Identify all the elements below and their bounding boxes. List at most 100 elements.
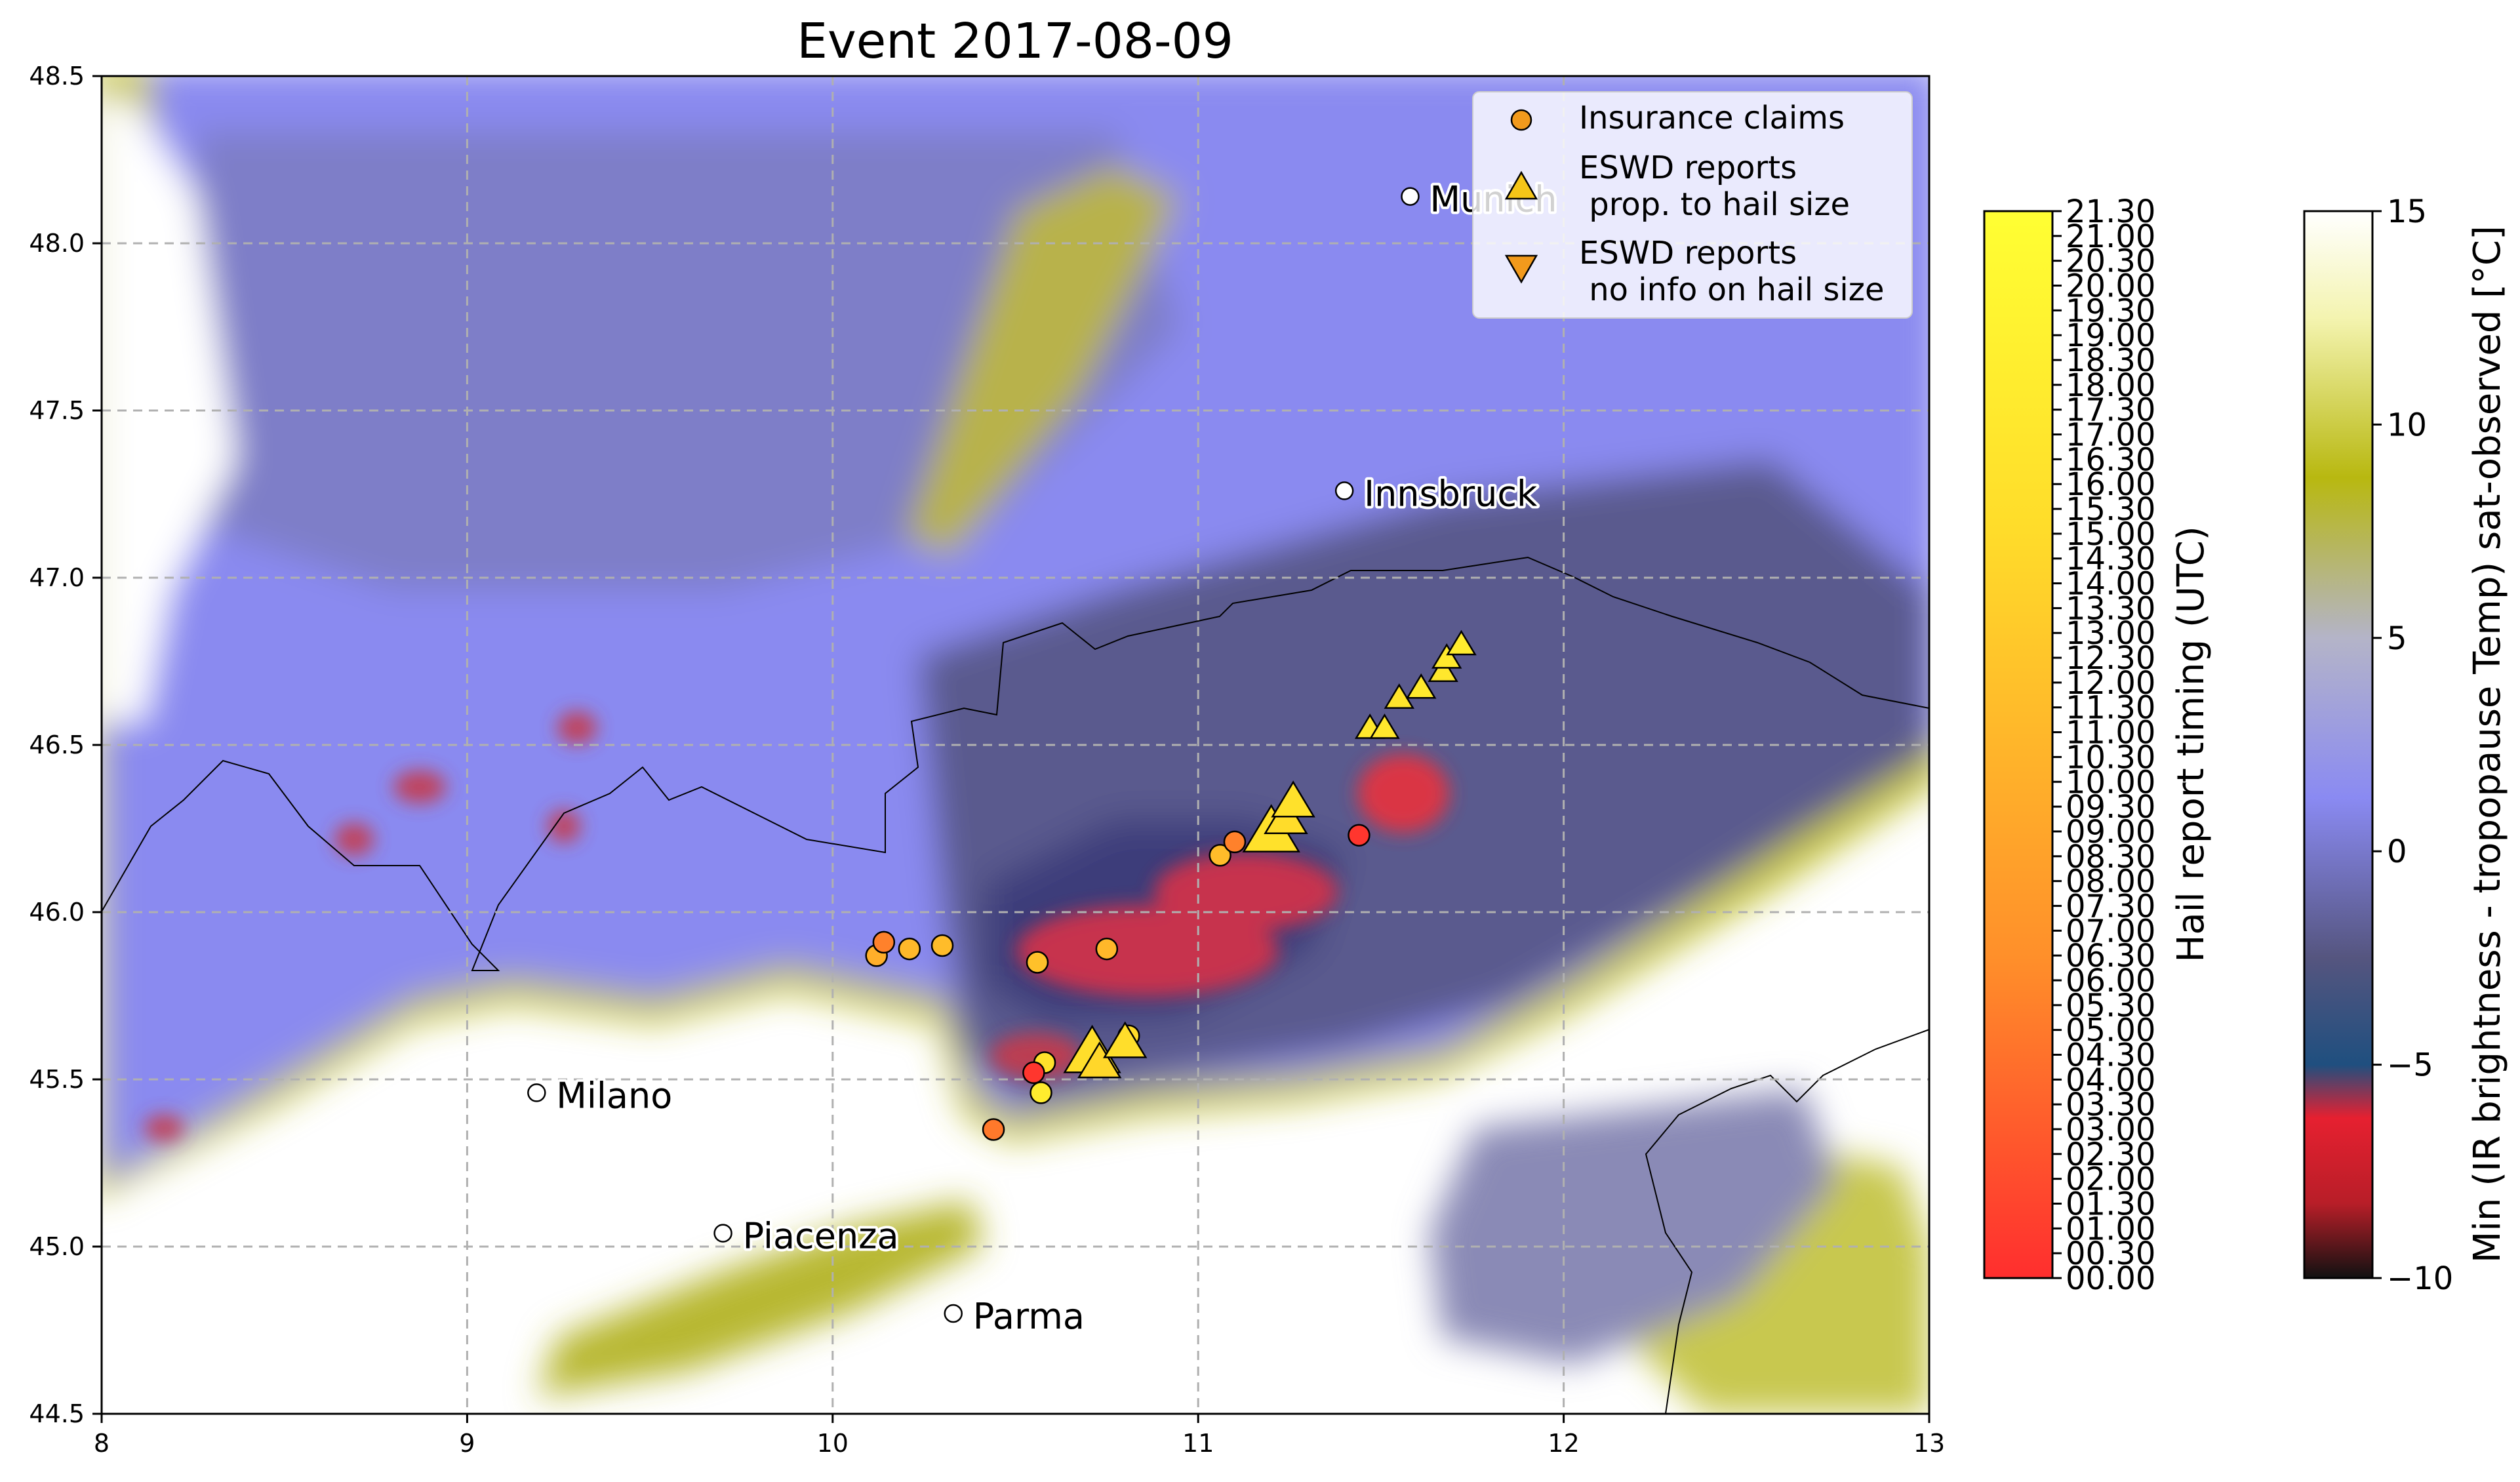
colorbar-timing-tick-label: 06.00 xyxy=(2066,963,2155,999)
colorbar-timing-frame xyxy=(1983,210,2054,1279)
colorbar-timing-tick-label: 01.00 xyxy=(2066,1211,2155,1247)
legend-triangle-down-icon xyxy=(1504,254,1538,284)
colorbar-timing-tick-label: 07.00 xyxy=(2066,913,2155,950)
city-marker xyxy=(527,1083,546,1102)
y-tick-label: 45.0 xyxy=(29,1232,85,1261)
legend-label-eswd-size: ESWD reports prop. to hail size xyxy=(1579,150,1850,223)
x-tick-label: 9 xyxy=(459,1429,475,1458)
y-tick-label: 48.5 xyxy=(29,62,85,90)
colorbar-timing-label: Hail report timing (UTC) xyxy=(2170,526,2212,962)
y-tick-label: 47.0 xyxy=(29,563,85,592)
y-tick-label: 44.5 xyxy=(29,1399,85,1428)
city-label: Innsbruck xyxy=(1364,473,1538,514)
colorbar-timing-tick-label: 17.30 xyxy=(2066,392,2155,429)
colorbar-timing-tick-label: 10.00 xyxy=(2066,764,2155,801)
colorbar-timing-tick-label: 16.00 xyxy=(2066,466,2155,503)
y-tick-label: 48.0 xyxy=(29,229,85,258)
city-marker xyxy=(1401,187,1420,206)
y-tick-label: 45.5 xyxy=(29,1065,85,1094)
insurance-claim-point xyxy=(872,931,896,954)
x-tick-label: 10 xyxy=(817,1429,849,1458)
eswd-report-point xyxy=(1384,683,1414,709)
chart-title: Event 2017-08-09 xyxy=(797,13,1233,70)
colorbar-timing-tick-label: 08.30 xyxy=(2066,839,2155,875)
insurance-claim-point xyxy=(898,937,921,961)
colorbar-timing-tick-label: 12.00 xyxy=(2066,665,2155,702)
colorbar-timing-tick-label: 02.30 xyxy=(2066,1136,2155,1173)
eswd-report-point xyxy=(1369,713,1400,739)
city-label: Milano xyxy=(556,1075,672,1116)
colorbar-temperature-tick-label: 15 xyxy=(2387,193,2427,230)
colorbar-timing-tick-label: 19.00 xyxy=(2066,317,2155,354)
colorbar-temperature xyxy=(2304,211,2372,1278)
colorbar-temperature-tick-label: 5 xyxy=(2387,620,2407,657)
colorbar-timing-tick-label: 06.30 xyxy=(2066,938,2155,974)
x-tick-label: 12 xyxy=(1548,1429,1579,1458)
y-tick-label: 46.0 xyxy=(29,898,85,927)
eswd-report-point xyxy=(1446,630,1477,656)
colorbar-timing-tick-label: 21.30 xyxy=(2066,193,2155,230)
insurance-claim-point xyxy=(1223,830,1247,854)
colorbar-timing-tick-label: 05.30 xyxy=(2066,988,2155,1024)
colorbar-timing-tick-label: 03.00 xyxy=(2066,1112,2155,1148)
eswd-report-point xyxy=(1431,643,1462,669)
eswd-report-point xyxy=(1271,780,1315,818)
legend-circle-icon xyxy=(1510,109,1532,131)
colorbar-timing-tick-label: 19.30 xyxy=(2066,292,2155,329)
colorbar-timing-tick-label: 18.30 xyxy=(2066,342,2155,379)
colorbar-timing-tick-label: 04.30 xyxy=(2066,1037,2155,1073)
x-tick-label: 11 xyxy=(1182,1429,1214,1458)
colorbar-timing-tick-label: 00.00 xyxy=(2066,1260,2155,1297)
map-frame xyxy=(100,75,1930,1415)
colorbar-timing xyxy=(1984,211,2052,1278)
eswd-report-point xyxy=(1428,656,1458,683)
colorbar-timing-tick-label: 00.30 xyxy=(2066,1235,2155,1272)
insurance-claim-point xyxy=(1095,937,1119,961)
colorbar-temperature-frame xyxy=(2303,210,2374,1279)
colorbar-timing-tick-label: 15.30 xyxy=(2066,491,2155,528)
eswd-report-point xyxy=(1406,673,1437,699)
insurance-claim-point xyxy=(982,1118,1005,1141)
colorbar-timing-tick-label: 11.30 xyxy=(2066,690,2155,727)
colorbar-timing-tick-label: 09.00 xyxy=(2066,814,2155,851)
eswd-report-point xyxy=(1077,1041,1122,1079)
colorbar-timing-tick-label: 05.00 xyxy=(2066,1012,2155,1049)
city-marker xyxy=(1334,481,1354,500)
insurance-claim-point xyxy=(1348,824,1370,847)
colorbar-timing-tick-label: 10.30 xyxy=(2066,739,2155,776)
colorbar-temperature-tick-label: −10 xyxy=(2387,1260,2453,1297)
colorbar-timing-tick-label: 11.00 xyxy=(2066,715,2155,751)
insurance-claim-point xyxy=(1209,844,1231,867)
legend-triangle-up-icon xyxy=(1504,170,1538,200)
colorbar-timing-tick-label: 08.00 xyxy=(2066,864,2155,900)
y-tick-label: 46.5 xyxy=(29,731,85,759)
city-label: Parma xyxy=(973,1296,1085,1337)
colorbar-timing-tick-label: 04.00 xyxy=(2066,1062,2155,1098)
colorbar-timing-tick-label: 21.00 xyxy=(2066,218,2155,255)
colorbar-timing-tick-label: 12.30 xyxy=(2066,640,2155,677)
colorbar-temperature-tick-label: −5 xyxy=(2387,1047,2433,1084)
colorbar-timing-tick-label: 14.00 xyxy=(2066,566,2155,603)
colorbar-timing-tick-label: 16.30 xyxy=(2066,441,2155,478)
colorbar-timing-tick-label: 13.00 xyxy=(2066,615,2155,652)
colorbar-timing-tick-label: 20.30 xyxy=(2066,243,2155,280)
city-label: Piacenza xyxy=(743,1216,899,1257)
insurance-claim-point xyxy=(930,934,954,957)
insurance-claim-point xyxy=(1026,951,1049,974)
legend-label-eswd-nosize: ESWD reports no info on hail size xyxy=(1579,235,1884,308)
colorbar-temperature-ticks: 15 10 5 0 −5 −10 xyxy=(2372,193,2453,1297)
colorbar-timing-tick-label: 17.00 xyxy=(2066,417,2155,454)
axes: 8 9 10 11 12 13 44.5 45.0 45.5 46.0 46.5 47.0 47.5 48… xyxy=(29,62,1945,1458)
y-tick-label: 47.5 xyxy=(29,396,85,425)
border-lines xyxy=(102,556,1929,1414)
city-marker xyxy=(713,1224,732,1243)
legend-box xyxy=(1472,91,1913,319)
x-tick-label: 8 xyxy=(94,1429,110,1458)
gridlines xyxy=(102,76,1929,1414)
colorbar-timing-ticks: 00.0000.3001.0001.3002.0002.3003.0003.30… xyxy=(2052,193,2155,1297)
colorbar-timing-tick-label: 14.30 xyxy=(2066,541,2155,578)
colorbar-timing-tick-label: 18.00 xyxy=(2066,367,2155,404)
insurance-claim-point xyxy=(1022,1061,1045,1085)
